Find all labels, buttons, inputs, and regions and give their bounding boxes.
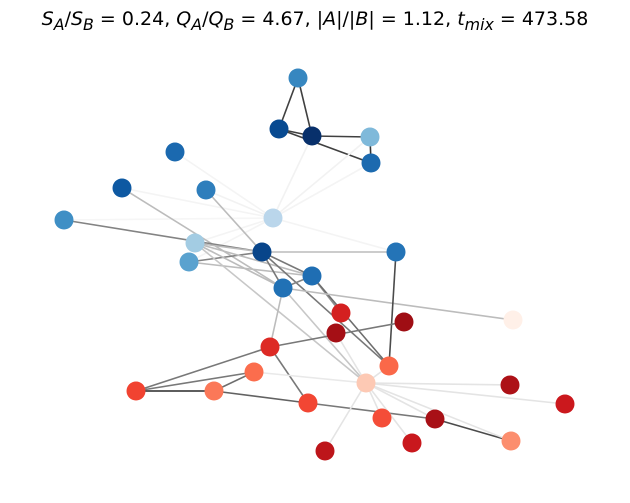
node-10 xyxy=(185,233,205,253)
node-14 xyxy=(273,278,293,298)
node-0 xyxy=(288,68,308,88)
node-28 xyxy=(425,409,445,429)
edge-25-31 xyxy=(365,382,566,405)
edge-2-3 xyxy=(311,135,371,138)
figure-title: SA/SB = 0.24, QA/QB = 4.67, |A|/|B| = 1.… xyxy=(41,8,589,34)
edge-2-8 xyxy=(272,135,313,219)
edge-10-14 xyxy=(194,242,284,289)
edge-21-23 xyxy=(135,371,255,392)
edge-10-11 xyxy=(194,242,263,253)
edge-0-2 xyxy=(297,77,313,137)
node-3 xyxy=(360,127,380,147)
node-26 xyxy=(500,375,520,395)
t-mix-value: 473.58 xyxy=(521,8,589,30)
edge-7-8 xyxy=(205,189,274,219)
edge-27-28 xyxy=(307,402,436,420)
edge-14-20 xyxy=(269,287,284,348)
edge-9-11 xyxy=(63,219,263,253)
size-ratio-value: 1.12 xyxy=(402,8,446,30)
node-8 xyxy=(263,208,283,228)
node-16 xyxy=(331,303,351,323)
graph-nodes xyxy=(54,68,575,461)
edge-20-23 xyxy=(135,346,271,392)
node-19 xyxy=(326,323,346,343)
node-29 xyxy=(372,408,392,428)
edge-25-21 xyxy=(253,371,367,384)
edge-14-17 xyxy=(282,287,514,321)
node-11 xyxy=(252,242,272,262)
node-23 xyxy=(126,381,146,401)
node-32 xyxy=(315,441,335,461)
node-21 xyxy=(244,362,264,382)
edge-6-8 xyxy=(121,187,274,219)
node-24 xyxy=(204,381,224,401)
edge-13-11 xyxy=(188,251,263,263)
node-27 xyxy=(298,393,318,413)
s-ratio-value: 0.24 xyxy=(121,8,165,30)
node-12 xyxy=(302,266,322,286)
node-18 xyxy=(394,312,414,332)
edge-25-19 xyxy=(335,332,367,384)
edge-25-32 xyxy=(324,382,367,452)
node-6 xyxy=(112,178,132,198)
node-4 xyxy=(361,153,381,173)
node-7 xyxy=(196,180,216,200)
edge-10-8 xyxy=(194,217,274,244)
node-1 xyxy=(269,119,289,139)
edge-1-4 xyxy=(278,128,372,164)
edge-12-22 xyxy=(311,275,390,367)
node-15 xyxy=(386,242,406,262)
node-20 xyxy=(260,337,280,357)
edge-9-8 xyxy=(63,217,274,221)
edge-14-25 xyxy=(282,287,367,384)
edge-5-8 xyxy=(174,151,274,219)
node-25 xyxy=(356,373,376,393)
edge-28-33 xyxy=(434,418,512,442)
edge-25-28 xyxy=(365,382,436,420)
node-31 xyxy=(555,394,575,414)
edge-3-8 xyxy=(272,136,371,219)
node-33 xyxy=(501,431,521,451)
edge-15-22 xyxy=(388,251,397,367)
edge-11-22 xyxy=(261,251,390,367)
edge-25-26 xyxy=(365,382,511,386)
node-13 xyxy=(179,252,199,272)
edge-4-8 xyxy=(272,162,372,219)
graph-edges xyxy=(63,77,566,452)
edge-24-27 xyxy=(213,390,309,404)
edge-13-12 xyxy=(188,261,313,277)
q-ratio-value: 4.67 xyxy=(262,8,305,30)
node-9 xyxy=(54,210,74,230)
node-2 xyxy=(302,126,322,146)
edge-10-25 xyxy=(194,242,367,384)
node-30 xyxy=(402,433,422,453)
node-5 xyxy=(165,142,185,162)
node-17 xyxy=(503,310,523,330)
edge-8-13 xyxy=(188,217,274,263)
node-22 xyxy=(379,356,399,376)
edge-15-8 xyxy=(272,217,397,253)
edge-10-12 xyxy=(194,242,313,277)
edge-7-11 xyxy=(205,189,263,253)
